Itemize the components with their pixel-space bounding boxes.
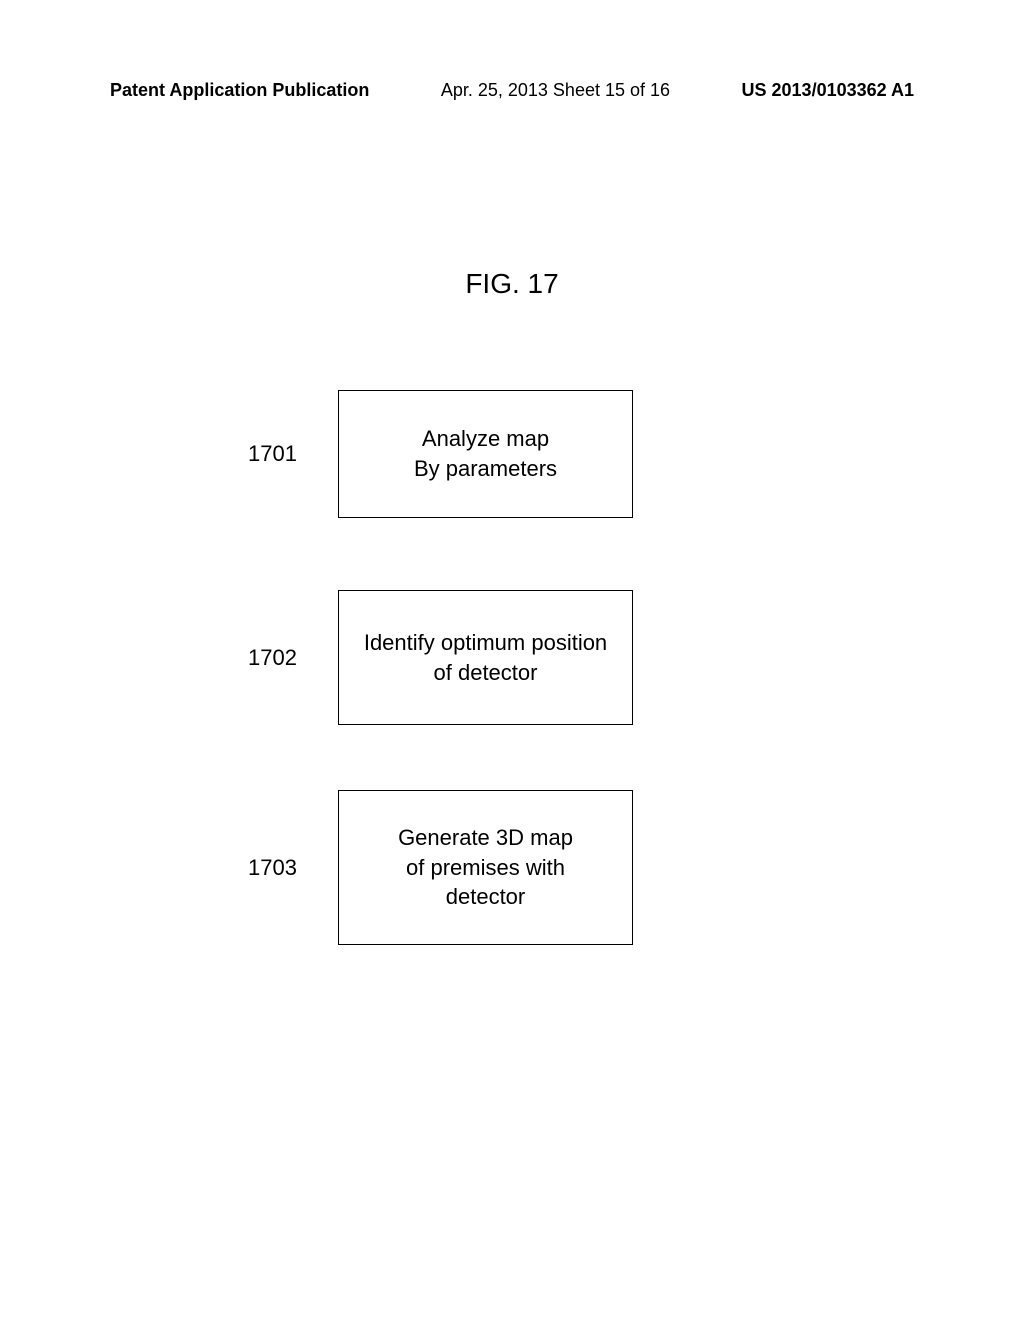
flowchart-step-1703: 1703 Generate 3D map of premises with de…: [248, 790, 633, 945]
header-publication-type: Patent Application Publication: [110, 80, 369, 101]
step-box: Generate 3D map of premises with detecto…: [338, 790, 633, 945]
step-box: Analyze map By parameters: [338, 390, 633, 518]
flowchart-step-1702: 1702 Identify optimum position of detect…: [248, 590, 633, 725]
page-header: Patent Application Publication Apr. 25, …: [110, 80, 914, 101]
step-text-line: detector: [446, 884, 526, 909]
step-text-line: Identify optimum position: [364, 630, 607, 655]
step-label: 1702: [248, 645, 308, 671]
header-date-sheet: Apr. 25, 2013 Sheet 15 of 16: [441, 80, 670, 101]
header-publication-number: US 2013/0103362 A1: [742, 80, 914, 101]
flowchart-step-1701: 1701 Analyze map By parameters: [248, 390, 633, 518]
step-box: Identify optimum position of detector: [338, 590, 633, 725]
step-label: 1701: [248, 441, 308, 467]
step-text-line: Generate 3D map: [398, 825, 573, 850]
step-text-line: of detector: [434, 660, 538, 685]
step-text-line: By parameters: [414, 456, 557, 481]
step-label: 1703: [248, 855, 308, 881]
step-text-line: of premises with: [406, 855, 565, 880]
step-text-line: Analyze map: [422, 426, 549, 451]
figure-title: FIG. 17: [0, 268, 1024, 300]
